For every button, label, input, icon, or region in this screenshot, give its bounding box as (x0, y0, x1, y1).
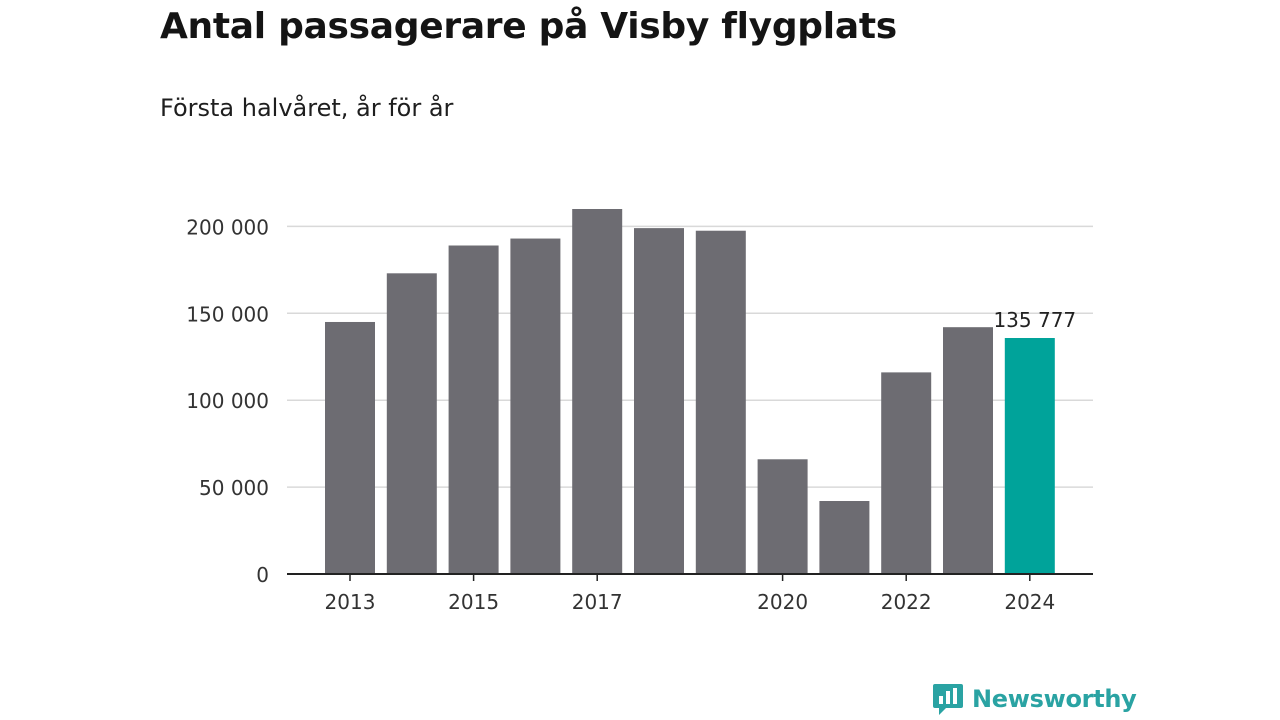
y-tick-label: 150 000 (186, 302, 269, 326)
bar (881, 372, 932, 574)
brand-logo: Newsworthy (932, 682, 1137, 716)
y-tick-label: 200 000 (186, 215, 269, 239)
bar (634, 228, 684, 574)
bar (572, 209, 623, 574)
x-tick-label: 2015 (448, 590, 499, 614)
bar (325, 321, 375, 574)
bar-highlight (1004, 338, 1055, 574)
y-tick-label: 100 000 (186, 389, 269, 413)
x-tick-label: 2020 (757, 590, 808, 614)
chart-subtitle: Första halvåret, år för år (160, 94, 454, 122)
x-tick-label: 2017 (572, 590, 623, 614)
bar (386, 273, 437, 574)
bar (448, 245, 499, 574)
chart-title: Antal passagerare på Visby flygplats (160, 6, 897, 47)
x-tick-label: 2022 (881, 590, 932, 614)
bar-value-label: 135 777 (993, 308, 1076, 332)
y-tick-label: 0 (256, 563, 269, 587)
bar (510, 238, 561, 575)
x-tick-label: 2013 (325, 590, 376, 614)
x-tick-label: 2024 (1004, 590, 1055, 614)
bar (943, 327, 993, 574)
newsworthy-logo-icon (933, 684, 963, 715)
bar (695, 230, 746, 574)
bar (757, 459, 808, 574)
bar (819, 501, 870, 574)
y-tick-label: 50 000 (199, 476, 269, 500)
brand-name: Newsworthy (972, 685, 1137, 713)
